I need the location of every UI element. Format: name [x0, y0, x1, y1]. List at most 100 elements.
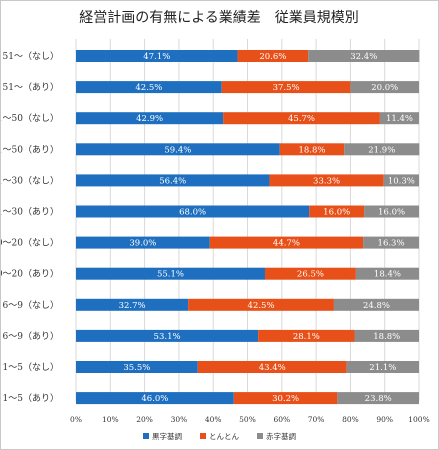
data-label: 46.0% [141, 394, 168, 404]
x-tick-label: 80% [342, 415, 359, 424]
data-label: 16.0% [323, 208, 350, 218]
x-tick-label: 30% [171, 415, 188, 424]
category-label: 51～（あり） [3, 82, 59, 93]
category-label: 21～30（なし） [1, 175, 59, 186]
data-label: 32.4% [350, 52, 377, 62]
x-tick-label: 60% [273, 415, 290, 424]
bar-segment [383, 174, 419, 187]
data-label: 18.4% [374, 270, 401, 280]
gridlines [75, 39, 420, 401]
data-label: 56.4% [159, 176, 186, 186]
bar-segment [364, 205, 419, 218]
x-tick-label: 0% [70, 415, 82, 424]
bar-segment [344, 143, 420, 156]
category-label: 31～50（あり） [1, 144, 59, 155]
legend-label: 黒字基調 [152, 431, 182, 441]
data-label: 11.4% [386, 114, 413, 124]
bar-segment [76, 81, 222, 94]
bar-segment [354, 329, 419, 342]
category-label: 51～（なし） [3, 51, 59, 62]
bar-segment [264, 267, 356, 280]
bar-segment [355, 267, 419, 280]
data-label: 26.5% [297, 270, 324, 280]
bar-segment [279, 143, 345, 156]
x-tick-label: 40% [205, 415, 222, 424]
data-label: 68.0% [179, 208, 206, 218]
bar-segment [337, 392, 419, 405]
bar-segment [76, 205, 310, 218]
x-axis-tick-labels: 0% 10% 20% 30% 40% 50% 60% 70% 80% 90% 100% [70, 415, 430, 424]
data-label: 10.3% [388, 176, 415, 186]
data-label: 21.9% [368, 145, 395, 155]
data-label: 18.8% [298, 145, 325, 155]
bar-segment [76, 236, 210, 249]
bar-segment [350, 81, 419, 94]
data-label: 44.7% [273, 239, 300, 249]
data-label: 23.8% [365, 394, 392, 404]
category-label: 10～20（なし） [1, 238, 59, 249]
data-label: 16.0% [378, 208, 405, 218]
bar-segment [379, 112, 419, 125]
data-label: 43.4% [259, 363, 286, 373]
bar-segment [346, 361, 419, 373]
data-label: 16.3% [378, 239, 405, 249]
bar-segment [363, 236, 419, 249]
data-label: 42.5% [248, 301, 275, 311]
x-tick-label: 20% [136, 415, 153, 424]
legend-swatch [200, 433, 206, 439]
x-tick-label: 10% [102, 415, 119, 424]
bar-segment [333, 298, 419, 311]
category-label: 21～30（あり） [1, 207, 59, 218]
bar-segment [197, 361, 347, 373]
bar-segment [76, 112, 224, 125]
data-label: 45.7% [288, 114, 315, 124]
category-label: 1～5（あり） [3, 393, 59, 404]
bar-segment [237, 50, 309, 62]
data-label: 20.0% [371, 83, 398, 93]
x-tick-label: 100% [408, 415, 429, 424]
data-label: 47.1% [143, 52, 170, 62]
x-tick-label: 70% [308, 415, 325, 424]
bar-segment [309, 205, 365, 218]
bar-segment [258, 329, 355, 342]
data-label: 32.7% [119, 301, 146, 311]
category-label: 6～9（あり） [3, 331, 59, 342]
data-label: 55.1% [157, 270, 184, 280]
bar-segment [76, 392, 234, 405]
x-tick-label: 50% [239, 415, 256, 424]
bar-segment [233, 392, 338, 405]
data-label: 30.2% [272, 394, 299, 404]
category-label: 10～20（あり） [1, 269, 59, 280]
data-label: 39.0% [129, 239, 156, 249]
data-label: 42.9% [136, 114, 163, 124]
data-label: 33.3% [313, 176, 340, 186]
bar-segment [188, 298, 334, 311]
bar-segment [76, 143, 280, 156]
category-label: 31～50（なし） [1, 113, 59, 124]
data-label: 24.8% [363, 301, 390, 311]
legend-swatch [143, 433, 149, 439]
data-label: 53.1% [154, 332, 181, 342]
bar-segment [223, 112, 380, 125]
bar-segment [209, 236, 364, 249]
data-label: 28.1% [293, 332, 320, 342]
bar-segment [308, 50, 420, 62]
bar-segment [76, 50, 238, 62]
bar-segment [269, 174, 384, 187]
bar-segment [76, 174, 270, 187]
bar-segment [76, 361, 198, 373]
data-label: 35.5% [123, 363, 150, 373]
legend-label: とんとん [209, 432, 239, 441]
category-labels: 51～（なし） 51～（あり） 31～50（なし） 31～50（あり） 21～30（なし… [1, 51, 59, 404]
bar-segment [76, 298, 189, 311]
data-label: 42.5% [135, 83, 162, 93]
x-tick-label: 90% [376, 415, 393, 424]
category-label: 1～5（なし） [3, 362, 59, 373]
legend: 黒字基調 とんとん 赤字基調 [143, 431, 296, 441]
data-label: 18.8% [373, 332, 400, 342]
data-label: 59.4% [164, 145, 191, 155]
bar-segment [76, 329, 259, 342]
data-label: 37.5% [273, 83, 300, 93]
